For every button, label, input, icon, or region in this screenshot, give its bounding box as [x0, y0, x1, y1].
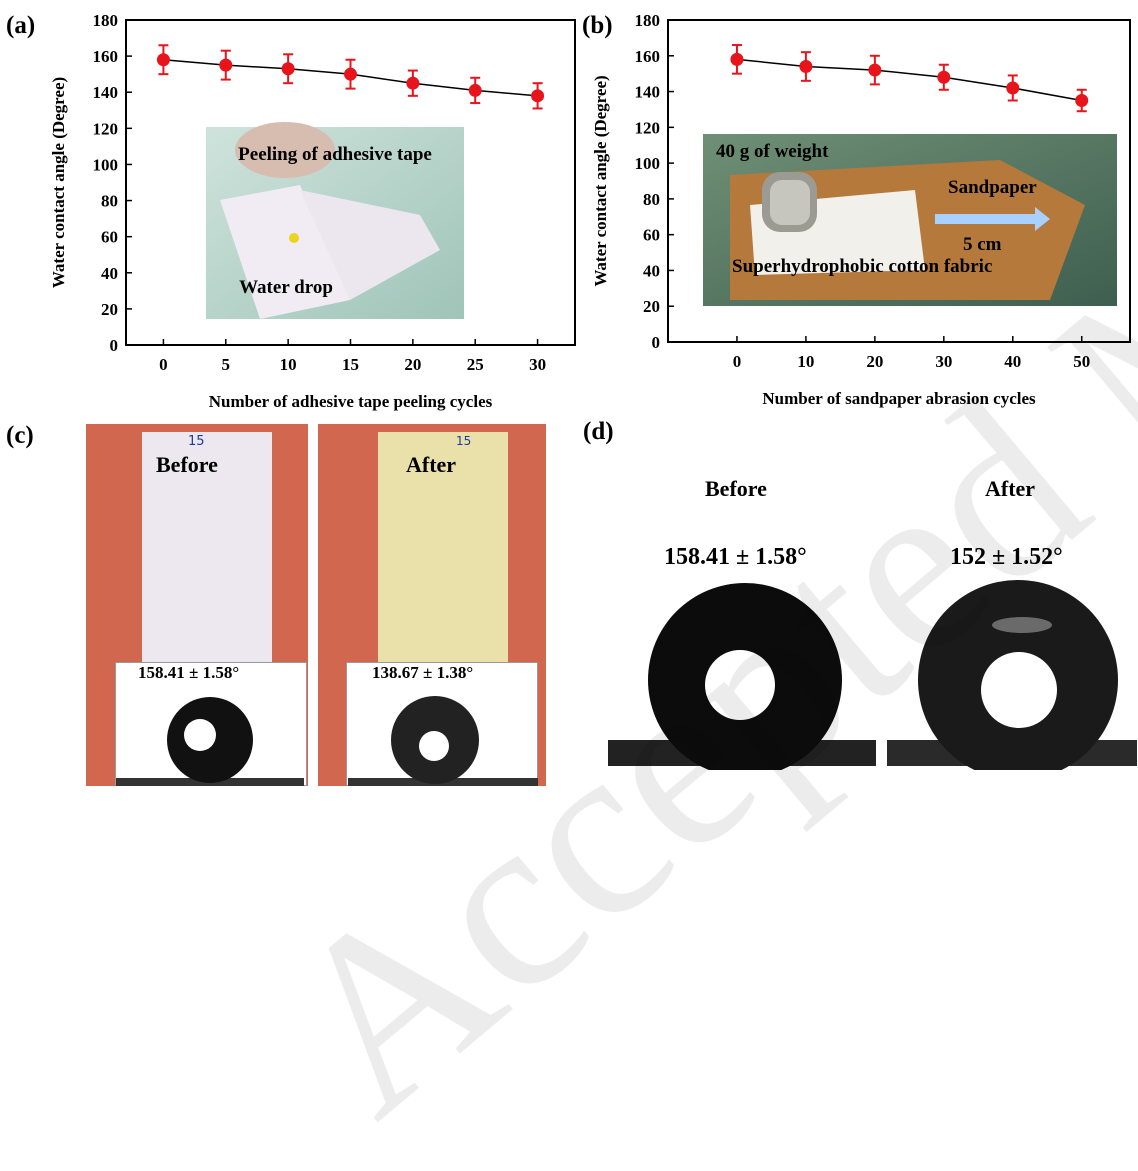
x-axis-label: Number of sandpaper abrasion cycles — [762, 389, 1036, 408]
data-point — [868, 63, 882, 77]
chart-a: 0 20 40 60 80 100 120 140 160 180 0 5 10 15 20 25 30 Numb… — [49, 11, 576, 411]
data-point — [406, 76, 420, 90]
y-tick-label: 0 — [652, 333, 661, 352]
x-tick-label: 25 — [467, 355, 484, 374]
y-axis-label: Water contact angle (Degree) — [591, 75, 610, 286]
y-axis-label: Water contact angle (Degree) — [49, 77, 68, 288]
chart-b: 40 g of weight Sandpaper 5 cm Superhydro… — [591, 11, 1131, 408]
droplets-d — [608, 580, 1137, 770]
data-point — [281, 62, 295, 76]
angle-d-after: 152 ± 1.52° — [950, 544, 1063, 570]
photo-c-after — [318, 424, 546, 786]
y-tick-label: 140 — [635, 83, 661, 102]
inset-b-distance-text: 5 cm — [963, 234, 1002, 255]
droplets-c — [116, 696, 538, 786]
angle-c-after: 138.67 ± 1.38° — [372, 663, 474, 682]
y-tick-label: 80 — [101, 192, 118, 211]
x-tick-label: 30 — [529, 355, 546, 374]
data-point — [344, 67, 357, 81]
panel-label-d: (d) — [583, 418, 614, 445]
inset-b-sandpaper-text: Sandpaper — [948, 177, 1037, 198]
y-tick-label: 120 — [93, 119, 119, 138]
x-tick-label: 0 — [159, 355, 168, 374]
angle-d-before: 158.41 ± 1.58° — [664, 544, 807, 570]
inset-b-weight-text: 40 g of weight — [716, 141, 829, 162]
x-tick-label: 10 — [280, 355, 297, 374]
y-tick-label: 40 — [101, 264, 118, 283]
data-point — [1075, 94, 1089, 107]
data-point — [937, 70, 951, 84]
x-tick-label: 15 — [342, 355, 359, 374]
y-tick-label: 60 — [643, 226, 660, 245]
x-tick-label: 20 — [866, 352, 883, 371]
plot-frame — [667, 19, 1131, 343]
y-tick-label: 60 — [101, 228, 118, 247]
data-point — [156, 53, 170, 67]
y-tick-label: 100 — [93, 155, 119, 174]
y-tick-label: 120 — [635, 118, 661, 137]
y-tick-label: 0 — [110, 336, 119, 355]
water-drop-dot — [289, 233, 299, 243]
inset-a-bottom-text: Water drop — [239, 277, 333, 298]
x-axis-label: Number of adhesive tape peeling cycles — [209, 392, 493, 411]
y-tick-label: 160 — [635, 47, 661, 66]
data-point — [799, 60, 813, 74]
label-d-after: After — [985, 476, 1036, 501]
x-tick-label: 0 — [733, 352, 742, 371]
y-tick-label: 20 — [101, 300, 118, 319]
x-tick-label: 20 — [404, 355, 421, 374]
inset-b-fabric-text: Superhydrophobic cotton fabric — [732, 256, 992, 277]
data-point — [531, 89, 545, 103]
panel-label-a: (a) — [6, 12, 36, 39]
x-tick-label: 40 — [1004, 352, 1021, 371]
y-tick-label: 180 — [635, 11, 661, 30]
data-point — [468, 83, 482, 97]
y-tick-label: 140 — [93, 83, 119, 102]
panel-label-b: (b) — [582, 12, 613, 39]
y-tick-label: 100 — [635, 154, 661, 173]
data-point — [730, 52, 744, 66]
label-c-before: Before — [156, 452, 218, 477]
inset-photo-peeling — [206, 122, 464, 319]
y-tick-label: 40 — [643, 261, 660, 280]
label-d-before: Before — [705, 476, 767, 501]
y-tick-label: 160 — [93, 47, 119, 66]
y-tick-label: 180 — [93, 11, 119, 30]
x-tick-label: 10 — [797, 352, 814, 371]
x-tick-label: 50 — [1073, 352, 1090, 371]
data-point — [1006, 81, 1020, 95]
x-tick-label: 5 — [222, 355, 231, 374]
x-tick-label: 30 — [935, 352, 952, 371]
tag-before: 15 — [188, 434, 205, 449]
series-line — [736, 58, 1082, 102]
inset-a-top-text: Peeling of adhesive tape — [238, 144, 432, 165]
y-tick-label: 80 — [643, 190, 660, 209]
tag-after: 15 — [456, 434, 472, 448]
y-tick-label: 20 — [643, 297, 660, 316]
data-point — [219, 58, 233, 72]
panel-label-c: (c) — [6, 422, 34, 449]
inset-photo-sandpaper — [703, 134, 1117, 306]
label-c-after: After — [406, 452, 457, 477]
angle-c-before: 158.41 ± 1.58° — [138, 663, 240, 682]
